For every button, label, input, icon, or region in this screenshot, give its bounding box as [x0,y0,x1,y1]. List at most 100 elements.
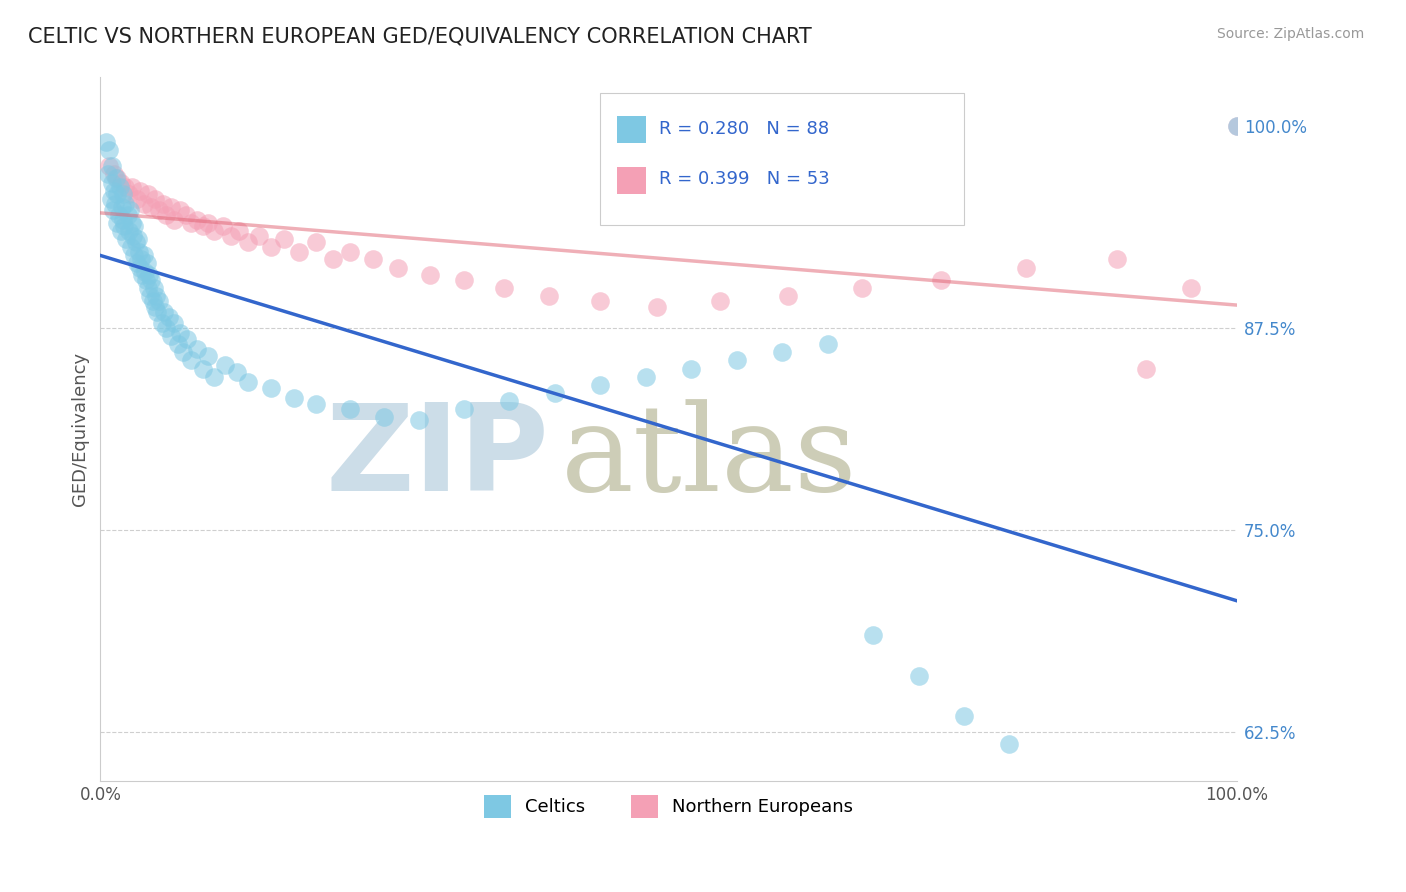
Point [1107,252,1129,266]
Text: R = 0.280   N = 88: R = 0.280 N = 88 [659,120,830,137]
Point [124,248,146,262]
Point [214,359,236,373]
Point [236,375,259,389]
Point [998,737,1021,751]
Point [125,256,148,270]
Point [98,160,121,174]
Point [98,143,121,157]
Point [776,289,799,303]
Point [186,342,208,356]
Point [104,196,127,211]
Point [148,293,170,308]
Text: R = 0.399   N = 53: R = 0.399 N = 53 [659,170,830,188]
Point [153,305,176,319]
Point [260,240,283,254]
Point [288,245,311,260]
Point [851,281,873,295]
Point [186,212,208,227]
Point [169,326,191,340]
Point [159,200,181,214]
Point [166,337,188,351]
Text: ZIP: ZIP [325,399,550,516]
Point [136,281,159,295]
Point [114,180,136,194]
Point [117,208,139,222]
Point [159,329,181,343]
Point [146,305,169,319]
Point [709,293,731,308]
Point [111,200,134,214]
Point [339,402,361,417]
Point [492,281,515,295]
Point [145,289,167,303]
Point [138,268,160,282]
Point [907,669,929,683]
Point [1015,261,1038,276]
Point [129,252,152,266]
Point [589,293,612,308]
Point [169,202,191,217]
Point [249,229,271,244]
Point [155,208,177,222]
Point [129,261,152,276]
Point [273,232,295,246]
Point [105,216,128,230]
Point [112,212,135,227]
Text: Source: ZipAtlas.com: Source: ZipAtlas.com [1216,27,1364,41]
Point [453,402,475,417]
Point [124,219,146,234]
Point [498,393,520,408]
Point [339,245,361,260]
Point [155,321,177,335]
Point [97,168,120,182]
Point [1180,281,1202,295]
Y-axis label: GED/Equivalency: GED/Equivalency [72,352,89,507]
Point [115,232,138,246]
Text: CELTIC VS NORTHERN EUROPEAN GED/EQUIVALENCY CORRELATION CHART: CELTIC VS NORTHERN EUROPEAN GED/EQUIVALE… [28,27,811,46]
Point [1226,119,1249,133]
Point [139,289,162,303]
Point [101,202,124,217]
Point [128,245,150,260]
Point [929,272,952,286]
Point [110,176,132,190]
Point [862,628,884,642]
Point [122,229,145,244]
Point [305,397,328,411]
Point [132,248,155,262]
Point [770,345,793,359]
Point [142,281,165,295]
Point [114,196,136,211]
Point [817,337,839,351]
Point [136,186,159,201]
Point [453,272,475,286]
Point [157,310,180,324]
Point [228,224,250,238]
Point [191,361,214,376]
Point [202,224,225,238]
Point [373,410,395,425]
Point [236,235,259,250]
Point [121,216,143,230]
Point [118,186,141,201]
Point [118,202,141,217]
Point [180,216,202,230]
Point [152,196,174,211]
Point [100,192,122,206]
Point [589,377,612,392]
Point [112,186,135,201]
Point [120,240,142,254]
Point [112,219,135,234]
FancyBboxPatch shape [617,116,645,143]
Point [121,180,143,194]
Point [322,252,344,266]
Point [107,208,129,222]
Point [134,264,156,278]
Point [136,256,159,270]
Point [131,268,153,282]
Point [103,184,125,198]
Point [110,224,132,238]
Point [725,353,748,368]
Point [124,235,146,250]
Point [100,176,122,190]
